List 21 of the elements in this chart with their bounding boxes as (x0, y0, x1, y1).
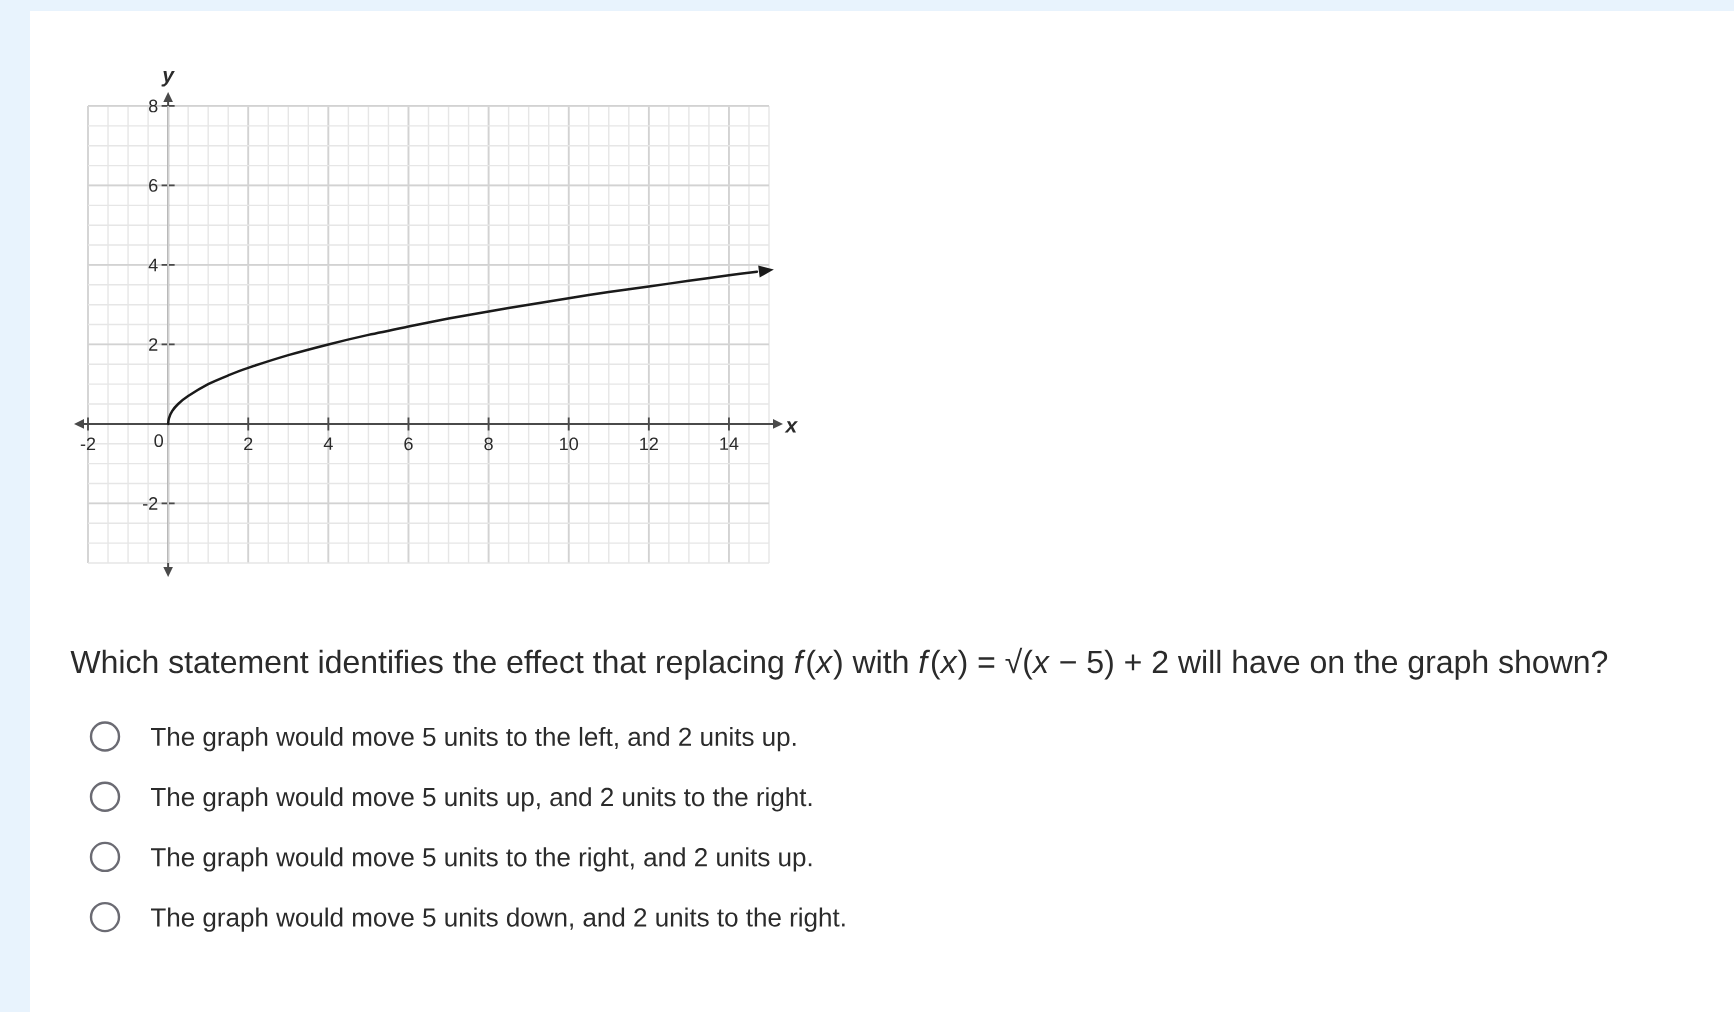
y-tick-label: 8 (148, 99, 158, 113)
text: Which statement identifies the effect that replacing f(x) with f(x) = √(x − 5) + 2 will have on the graph shown? (70, 647, 1608, 680)
text: The graph would move 5 units down, and 2 units to the right. (151, 907, 845, 932)
text: The graph would move 5 units to the right, and 2 units up. (151, 847, 812, 872)
y-tick-label: 6 (149, 179, 158, 192)
text: The graph would move 5 units up, and 2 units to the right. (151, 787, 812, 812)
text: The graph would move 5 units to the left, and 2 units up. (151, 726, 796, 752)
y-tick-label: 4 (148, 258, 158, 272)
y-axis-title: y (161, 71, 175, 87)
x-tick-label: 12 (640, 437, 658, 451)
x-tick-label: 8 (484, 437, 493, 451)
x-tick-label: 10 (560, 437, 579, 451)
x-tick-label: 0 (154, 434, 164, 448)
y-tick-label: -2 (143, 497, 158, 510)
x-tick-label: -2 (80, 437, 96, 451)
x-axis-title: x (784, 421, 798, 433)
x-tick-label: 14 (720, 437, 739, 450)
x-tick-label: 2 (244, 437, 253, 451)
x-tick-label: 4 (323, 437, 333, 450)
x-tick-label: 6 (404, 437, 413, 451)
y-tick-label: 2 (149, 338, 158, 351)
